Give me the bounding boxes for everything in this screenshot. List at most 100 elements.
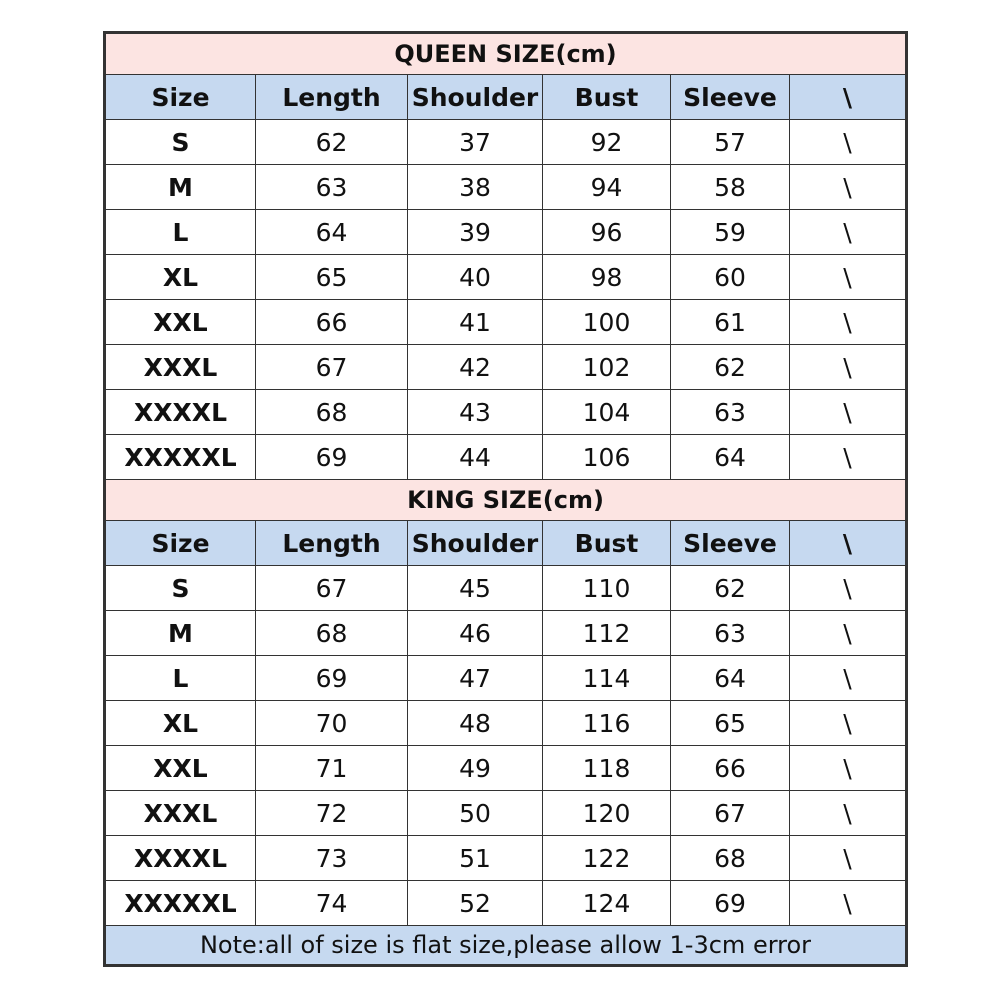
value-cell: 64 <box>670 655 790 701</box>
value-cell: 71 <box>255 745 408 791</box>
value-cell: 63 <box>670 610 790 656</box>
value-cell: 64 <box>670 434 790 480</box>
value-cell: 42 <box>407 344 543 390</box>
size-cell: XL <box>105 700 256 746</box>
size-cell: XXXXL <box>105 835 256 881</box>
value-cell: \ <box>789 164 906 210</box>
value-cell: 47 <box>407 655 543 701</box>
value-cell: 74 <box>255 880 408 926</box>
value-cell: \ <box>789 565 906 611</box>
table-row: XXXXL 68 43 104 63 \ <box>105 389 906 435</box>
column-header: Sleeve <box>670 74 790 120</box>
column-header: Shoulder <box>407 74 543 120</box>
value-cell: \ <box>789 119 906 165</box>
queen-header-row: Size Length Shoulder Bust Sleeve \ <box>105 74 906 120</box>
value-cell: 65 <box>255 254 408 300</box>
value-cell: \ <box>789 700 906 746</box>
value-cell: 62 <box>670 344 790 390</box>
table-row: XXXL 67 42 102 62 \ <box>105 344 906 390</box>
value-cell: 66 <box>255 299 408 345</box>
size-cell: XXXL <box>105 790 256 836</box>
value-cell: 98 <box>542 254 671 300</box>
value-cell: 114 <box>542 655 671 701</box>
value-cell: \ <box>789 299 906 345</box>
column-header: Shoulder <box>407 520 543 566</box>
value-cell: 41 <box>407 299 543 345</box>
value-cell: 72 <box>255 790 408 836</box>
column-header: Size <box>105 74 256 120</box>
table-row: XXXXXL 69 44 106 64 \ <box>105 434 906 480</box>
value-cell: 58 <box>670 164 790 210</box>
value-cell: 48 <box>407 700 543 746</box>
column-header: Bust <box>542 74 671 120</box>
size-cell: XXL <box>105 745 256 791</box>
value-cell: 61 <box>670 299 790 345</box>
value-cell: 52 <box>407 880 543 926</box>
value-cell: 38 <box>407 164 543 210</box>
value-cell: 94 <box>542 164 671 210</box>
value-cell: \ <box>789 344 906 390</box>
value-cell: 43 <box>407 389 543 435</box>
value-cell: 63 <box>255 164 408 210</box>
size-cell: XXXXL <box>105 389 256 435</box>
king-section-title: KING SIZE(cm) <box>105 479 906 521</box>
size-cell: L <box>105 655 256 701</box>
value-cell: 67 <box>670 790 790 836</box>
table-row: XXL 71 49 118 66 \ <box>105 745 906 791</box>
value-cell: 60 <box>670 254 790 300</box>
value-cell: 67 <box>255 344 408 390</box>
value-cell: \ <box>789 209 906 255</box>
queen-section-title: QUEEN SIZE(cm) <box>105 33 906 75</box>
king-header-row: Size Length Shoulder Bust Sleeve \ <box>105 520 906 566</box>
value-cell: \ <box>789 254 906 300</box>
column-header: Sleeve <box>670 520 790 566</box>
value-cell: \ <box>789 835 906 881</box>
value-cell: 106 <box>542 434 671 480</box>
value-cell: 40 <box>407 254 543 300</box>
value-cell: 102 <box>542 344 671 390</box>
size-cell: XXXXXL <box>105 434 256 480</box>
table-row: XXXL 72 50 120 67 \ <box>105 790 906 836</box>
value-cell: 112 <box>542 610 671 656</box>
column-header: Size <box>105 520 256 566</box>
table-row: S 62 37 92 57 \ <box>105 119 906 165</box>
size-cell: L <box>105 209 256 255</box>
value-cell: 51 <box>407 835 543 881</box>
column-header: Length <box>255 74 408 120</box>
table-row: XXL 66 41 100 61 \ <box>105 299 906 345</box>
value-cell: 45 <box>407 565 543 611</box>
size-cell: M <box>105 164 256 210</box>
value-cell: 70 <box>255 700 408 746</box>
value-cell: 92 <box>542 119 671 165</box>
size-cell: S <box>105 565 256 611</box>
value-cell: 37 <box>407 119 543 165</box>
table-row: L 64 39 96 59 \ <box>105 209 906 255</box>
table-row: M 63 38 94 58 \ <box>105 164 906 210</box>
size-cell: M <box>105 610 256 656</box>
value-cell: 62 <box>670 565 790 611</box>
value-cell: 66 <box>670 745 790 791</box>
value-cell: 44 <box>407 434 543 480</box>
value-cell: \ <box>789 610 906 656</box>
value-cell: \ <box>789 880 906 926</box>
value-cell: 63 <box>670 389 790 435</box>
note-row: Note:all of size is flat size,please all… <box>105 925 906 965</box>
column-header: Bust <box>542 520 671 566</box>
value-cell: 50 <box>407 790 543 836</box>
value-cell: 100 <box>542 299 671 345</box>
value-cell: 59 <box>670 209 790 255</box>
value-cell: 73 <box>255 835 408 881</box>
value-cell: 120 <box>542 790 671 836</box>
value-cell: 69 <box>255 434 408 480</box>
value-cell: \ <box>789 655 906 701</box>
table-row: XL 70 48 116 65 \ <box>105 700 906 746</box>
note-text: Note:all of size is flat size,please all… <box>105 925 906 965</box>
table-row: XXXXXL 74 52 124 69 \ <box>105 880 906 926</box>
size-cell: XXL <box>105 299 256 345</box>
value-cell: 64 <box>255 209 408 255</box>
value-cell: 116 <box>542 700 671 746</box>
size-cell: XXXL <box>105 344 256 390</box>
value-cell: 104 <box>542 389 671 435</box>
column-header: \ <box>789 520 906 566</box>
table-row: L 69 47 114 64 \ <box>105 655 906 701</box>
